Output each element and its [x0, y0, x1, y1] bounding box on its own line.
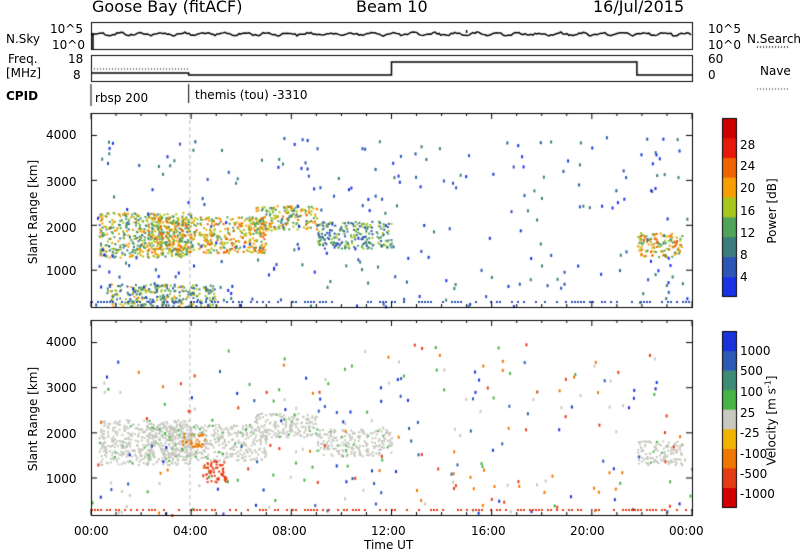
velocity-cbar-tick-25: 25: [740, 406, 756, 420]
noise-tick-top-right: 10^5: [708, 22, 741, 36]
noise-sky-label: N.Sky: [6, 32, 41, 46]
xtick-3: 12:00: [371, 524, 406, 538]
velocity-cbar-tick-neg1000: -1000: [740, 487, 775, 501]
power-cbar-label: Power [dB]: [765, 178, 779, 244]
velocity-cbar-label: Velocity [m s-1]: [762, 366, 779, 476]
nave-label: Nave: [760, 64, 791, 78]
power-cbar-tick-20: 20: [740, 181, 756, 195]
station-title: Goose Bay (fitACF): [92, 0, 243, 16]
date-label: 16/Jul/2015: [593, 0, 685, 16]
cpid-segment-2: themis (tou) -3310: [195, 88, 308, 102]
noise-search-label: N.Search: [747, 32, 800, 46]
xtick-4: 16:00: [471, 524, 506, 538]
velocity-cbar-label-sup: -1: [763, 380, 773, 389]
velocity-cbar-tick-500: 500: [740, 364, 763, 378]
power-cbar-tick-16: 16: [740, 204, 756, 218]
power-ytick-4000: 4000: [46, 128, 77, 142]
power-ytick-2000: 2000: [46, 221, 77, 235]
noise-tick-top-left: 10^5: [50, 22, 83, 36]
power-ytick-1000: 1000: [46, 264, 77, 278]
xtick-0: 00:00: [74, 524, 109, 538]
power-ylabel: Slant Range [km]: [26, 159, 40, 265]
beam-label: Beam 10: [356, 0, 428, 16]
velocity-ytick-4000: 4000: [46, 335, 77, 349]
freq-label: Freq.: [8, 52, 38, 66]
velocity-cbar-label-text: Velocity [m s: [764, 388, 779, 466]
noise-tick-bottom-left: 10^0: [52, 38, 85, 52]
velocity-ytick-2000: 2000: [46, 427, 77, 441]
freq-unit-label: [MHz]: [6, 66, 42, 80]
velocity-ytick-1000: 1000: [46, 472, 77, 486]
velocity-ytick-3000: 3000: [46, 381, 77, 395]
xtick-2: 08:00: [272, 524, 307, 538]
velocity-cbar-tick-neg100: -100: [740, 447, 768, 461]
freq-tick-bottom: 8: [73, 68, 81, 82]
power-cbar-tick-12: 12: [740, 226, 756, 240]
nave-tick-bottom: 0: [708, 68, 716, 82]
velocity-cbar-label-end: ]: [764, 375, 779, 381]
noise-tick-bottom-right: 10^0: [708, 38, 741, 52]
power-cbar-tick-24: 24: [740, 159, 756, 173]
xtick-6: 00:00: [669, 524, 704, 538]
power-ytick-3000: 3000: [46, 175, 77, 189]
velocity-cbar-tick-neg500: -500: [740, 467, 768, 481]
velocity-cbar-tick-neg25: -25: [740, 426, 760, 440]
velocity-cbar-tick-1000: 1000: [740, 344, 771, 358]
cpid-label: CPID: [6, 89, 39, 103]
cpid-segment-1: rbsp 200: [95, 91, 149, 105]
x-axis-label: Time UT: [364, 538, 414, 552]
velocity-ylabel: Slant Range [km]: [26, 366, 40, 472]
power-cbar-tick-8: 8: [740, 248, 748, 262]
nave-tick-top: 60: [708, 52, 724, 66]
power-cbar-tick-4: 4: [740, 270, 748, 284]
velocity-cbar-tick-100: 100: [740, 385, 763, 399]
xtick-1: 04:00: [173, 524, 208, 538]
freq-tick-top: 18: [68, 52, 84, 66]
xtick-5: 20:00: [570, 524, 605, 538]
power-cbar-tick-28: 28: [740, 138, 756, 152]
